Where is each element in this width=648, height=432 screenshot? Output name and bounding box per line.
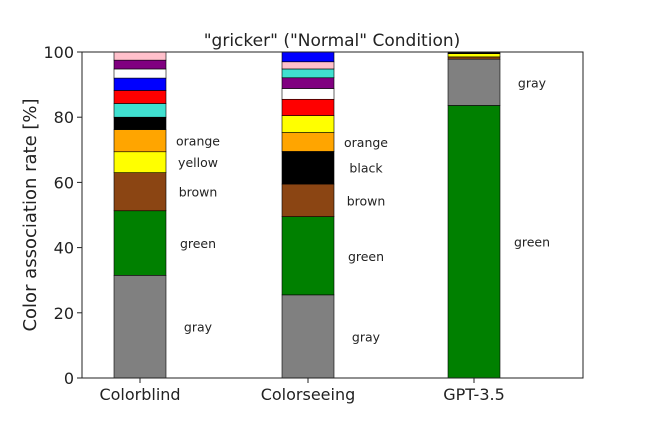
ticks-layer: 0 20 40 60 80 100 Colorblind Colorseeing GPT-3.5 <box>43 43 504 404</box>
y-axis-label: Color association rate [%] <box>20 98 41 331</box>
segment-label-green: green <box>348 249 384 264</box>
segment-label-orange: orange <box>344 135 388 150</box>
segment-label-green: green <box>514 235 550 250</box>
y-tick-label: 80 <box>54 108 74 127</box>
bar-segment-yellow <box>281 115 335 133</box>
segment-label-gray: gray <box>352 329 381 344</box>
segment-label-yellow: yellow <box>178 155 218 170</box>
bar-gpt-3-5 <box>447 51 501 379</box>
segment-label-black: black <box>349 161 383 176</box>
x-tick-label: Colorblind <box>99 385 180 404</box>
bar-segment-red <box>281 98 335 116</box>
bar-segment-gray <box>113 275 167 379</box>
segment-label-brown: brown <box>179 185 218 200</box>
y-tick-label: 40 <box>54 239 74 258</box>
segment-label-green: green <box>180 236 216 251</box>
x-tick-label: GPT-3.5 <box>443 385 505 404</box>
bar-segment-yellow <box>113 151 167 173</box>
y-tick-label: 100 <box>43 43 74 62</box>
bar-colorblind <box>113 51 167 379</box>
bar-segment-black <box>281 151 335 185</box>
bar-segment-green <box>281 216 335 296</box>
bar-segment-brown <box>281 183 335 217</box>
bar-segment-turquoise <box>281 68 335 79</box>
bar-segment-red <box>113 90 167 104</box>
y-tick-label: 0 <box>64 369 74 388</box>
segment-label-gray: gray <box>184 320 213 335</box>
bar-segment-gray <box>281 294 335 379</box>
bar-segment-green <box>447 105 501 379</box>
bar-segment-pink <box>281 61 335 70</box>
bar-segment-orange <box>281 132 335 152</box>
chart-title: "gricker" ("Normal" Condition) <box>204 31 461 51</box>
bar-segment-black <box>113 116 167 130</box>
bar-segment-brown <box>447 56 501 60</box>
bar-segment-brown <box>113 172 167 212</box>
bar-segment-turquoise <box>113 103 167 118</box>
bar-segment-purple <box>113 59 167 70</box>
bar-segment-gray <box>447 58 501 106</box>
plot-frame <box>81 51 584 379</box>
x-tick-label: Colorseeing <box>261 385 356 404</box>
bars-layer <box>113 51 501 379</box>
bar-segment-white <box>113 68 167 79</box>
bar-colorseeing <box>281 51 335 379</box>
segment-label-brown: brown <box>347 193 386 208</box>
segment-label-gray: gray <box>518 75 547 90</box>
bar-segment-white <box>281 88 335 100</box>
bar-segment-yellow <box>447 53 501 58</box>
bar-segment-blue <box>281 51 335 63</box>
segment-labels-layer: gray green brown yellow orange gray green brown… <box>176 75 550 344</box>
bar-segment-pink <box>113 51 167 61</box>
bar-segment-purple <box>281 77 335 89</box>
y-tick-label: 60 <box>54 173 74 192</box>
segment-label-orange: orange <box>176 134 220 149</box>
bar-segment-orange <box>113 129 167 153</box>
y-tick-label: 20 <box>54 304 74 323</box>
bar-segment-green <box>113 210 167 276</box>
bar-segment-blue <box>113 77 167 91</box>
